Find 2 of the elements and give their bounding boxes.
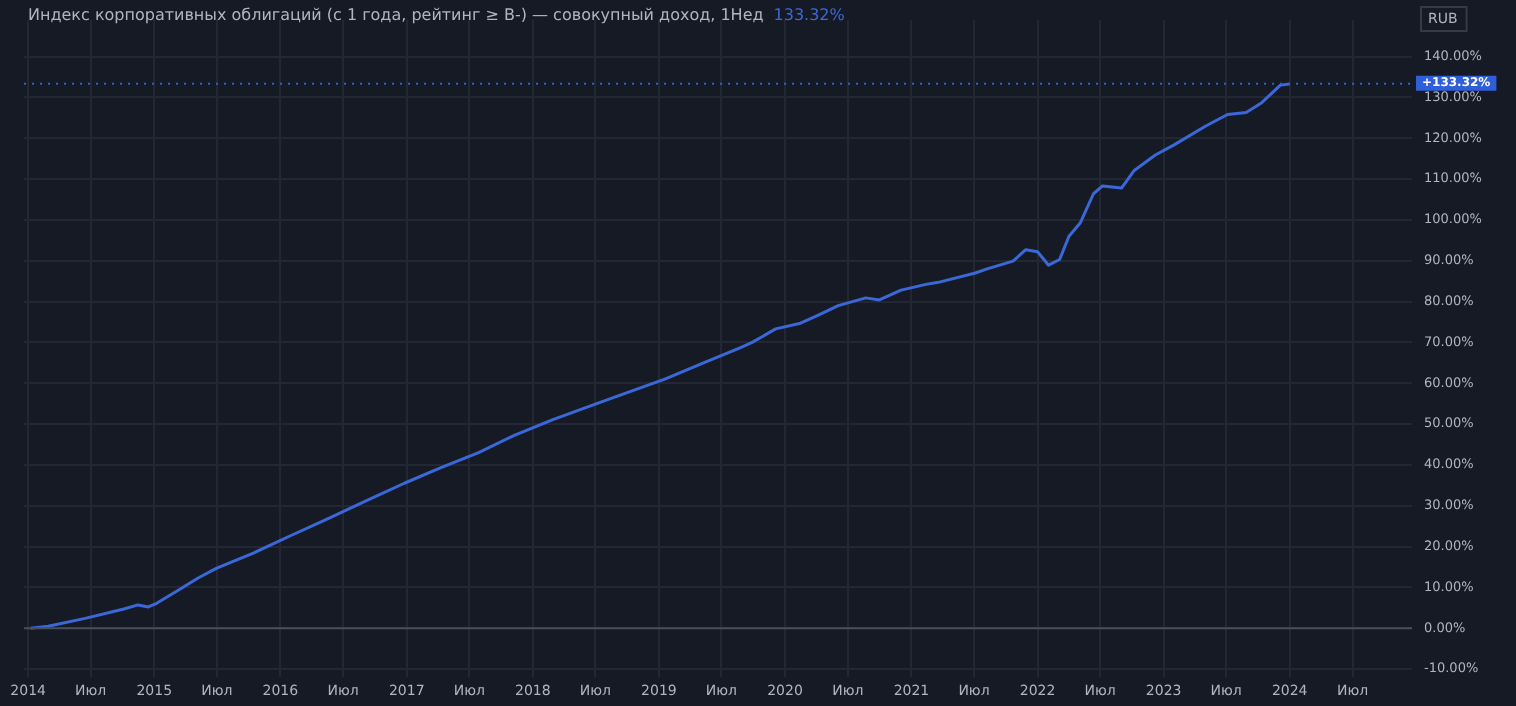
chart-title: Индекс корпоративных облигаций (с 1 года, рейтинг ≥ B-) — совокупный доход, 1Нед [28,6,765,25]
annotation: 133.32% [773,6,846,25]
